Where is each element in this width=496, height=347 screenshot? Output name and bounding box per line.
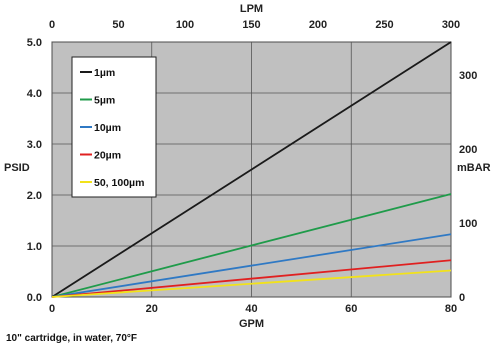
right-tick-label: 0 <box>459 292 465 304</box>
right-axis-title: mBAR <box>457 162 491 174</box>
footnote: 10" cartridge, in water, 70°F <box>6 333 137 344</box>
left-tick-label: 1.0 <box>27 241 42 253</box>
top-tick-label: 250 <box>375 19 393 31</box>
legend-label: 5µm <box>94 95 115 107</box>
left-tick-label: 2.0 <box>27 190 42 202</box>
top-tick-label: 300 <box>442 19 460 31</box>
bottom-axis-title: GPM <box>239 318 264 330</box>
left-axis-title: PSID <box>4 162 30 174</box>
series-line <box>51 41 452 298</box>
series-line <box>51 259 452 298</box>
bottom-tick-label: 0 <box>49 303 55 315</box>
top-tick-label: 200 <box>309 19 327 31</box>
legend-label: 50, 100µm <box>94 177 144 189</box>
left-tick-label: 3.0 <box>27 139 42 151</box>
left-tick-label: 4.0 <box>27 88 42 100</box>
top-tick-label: 0 <box>49 19 55 31</box>
bottom-tick-label: 80 <box>445 303 457 315</box>
bottom-tick-label: 20 <box>146 303 158 315</box>
series-line <box>51 233 452 298</box>
top-tick-label: 50 <box>112 19 124 31</box>
bottom-tick-label: 40 <box>245 303 257 315</box>
series-line <box>51 269 452 298</box>
legend-label: 20µm <box>94 150 121 162</box>
legend-label: 10µm <box>94 122 121 134</box>
top-tick-label: 100 <box>176 19 194 31</box>
series-lines <box>51 41 452 298</box>
left-tick-label: 5.0 <box>27 37 42 49</box>
tick-labels: 0 20 40 60 800 50 100 150 200 250 3000.01.02.03.04… <box>27 19 478 315</box>
series-line <box>51 193 452 298</box>
top-axis-title: LPM <box>240 3 263 15</box>
legend-label: 1µm <box>94 67 115 79</box>
left-tick-label: 0.0 <box>27 292 42 304</box>
legend: 1µm 5µm 10µm 20µm 50, 100µm <box>71 56 157 198</box>
top-tick-label: 150 <box>242 19 260 31</box>
bottom-tick-label: 60 <box>345 303 357 315</box>
right-tick-label: 100 <box>459 218 477 230</box>
right-tick-label: 300 <box>459 70 477 82</box>
right-tick-label: 200 <box>459 144 477 156</box>
